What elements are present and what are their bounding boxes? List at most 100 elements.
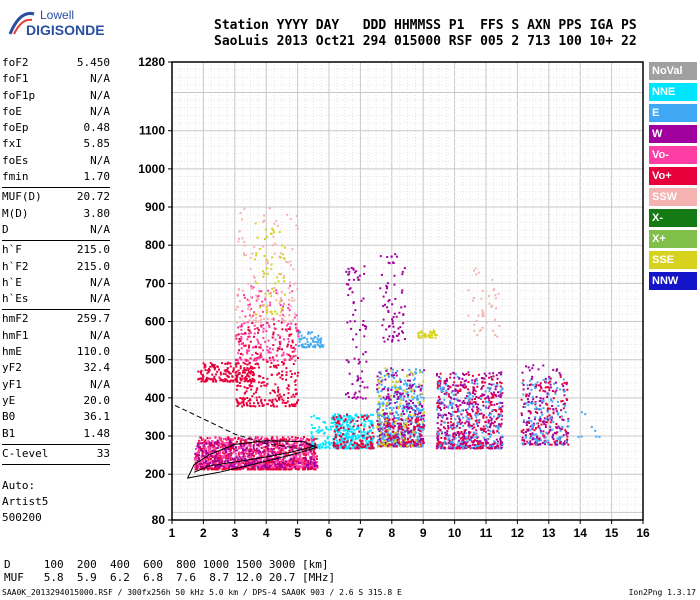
echo-point xyxy=(274,282,277,285)
echo-point xyxy=(280,256,283,259)
echo-point xyxy=(264,438,266,441)
echo-point xyxy=(313,414,316,417)
echo-point xyxy=(351,291,354,294)
echo-point xyxy=(241,401,244,403)
echo-point xyxy=(267,289,270,292)
echo-point xyxy=(264,450,267,453)
echo-point xyxy=(245,438,248,441)
echo-point xyxy=(226,367,229,370)
echo-point xyxy=(439,414,442,417)
echo-point xyxy=(456,391,459,394)
x-tick-label: 16 xyxy=(636,526,650,540)
echo-point xyxy=(197,445,200,448)
echo-point xyxy=(215,441,217,444)
param-row: foE N/A xyxy=(2,105,110,121)
echo-point xyxy=(409,413,412,416)
echo-point xyxy=(217,441,220,444)
echo-point xyxy=(211,468,214,471)
echo-point xyxy=(386,282,389,285)
echo-point xyxy=(489,416,492,419)
echo-point xyxy=(398,422,401,425)
echo-point xyxy=(383,413,386,416)
echo-point xyxy=(315,430,318,433)
echo-point xyxy=(437,437,440,440)
echo-point xyxy=(289,461,292,464)
echo-point xyxy=(419,393,422,396)
param-row: M(D) 3.80 xyxy=(2,207,110,223)
header-labels: Station YYYY DAY DDD HHMMSS P1 FFS S AXN… xyxy=(214,18,637,33)
echo-point xyxy=(493,420,496,423)
echo-point xyxy=(428,336,431,339)
echo-point xyxy=(224,370,227,373)
echo-point xyxy=(487,432,490,435)
echo-point xyxy=(399,405,401,408)
echo-point xyxy=(252,275,255,278)
echo-point xyxy=(257,436,260,439)
echo-point xyxy=(239,397,242,399)
echo-point xyxy=(396,431,399,434)
echo-point xyxy=(269,365,272,368)
echo-point xyxy=(244,371,246,374)
echo-point xyxy=(262,327,265,330)
echo-point xyxy=(353,444,356,446)
echo-point xyxy=(280,321,283,324)
echo-point xyxy=(376,390,379,393)
echo-point xyxy=(305,452,308,455)
echo-point xyxy=(277,334,280,337)
echo-point xyxy=(380,442,383,445)
echo-point xyxy=(353,396,356,399)
echo-point xyxy=(289,264,292,267)
echo-point xyxy=(300,334,303,337)
echo-point xyxy=(500,371,503,374)
echo-point xyxy=(341,423,344,426)
echo-point xyxy=(307,331,310,334)
echo-point xyxy=(304,343,307,345)
echo-point xyxy=(414,431,417,433)
echo-point xyxy=(384,303,386,306)
echo-point xyxy=(321,442,324,445)
echo-point xyxy=(273,452,276,455)
echo-point xyxy=(286,387,289,390)
echo-point xyxy=(285,466,287,469)
echo-point xyxy=(263,272,265,275)
echo-point xyxy=(411,396,414,398)
echo-point xyxy=(355,270,358,273)
echo-point xyxy=(246,403,248,406)
echo-point xyxy=(281,442,284,445)
echo-point xyxy=(292,347,295,349)
echo-point xyxy=(304,346,307,349)
echo-point xyxy=(383,414,386,417)
echo-point xyxy=(422,408,425,411)
echo-point xyxy=(418,440,421,443)
echo-point xyxy=(480,388,483,390)
echo-point xyxy=(281,313,284,316)
echo-point xyxy=(203,442,206,445)
echo-point xyxy=(223,456,226,459)
echo-point xyxy=(283,453,286,456)
echo-point xyxy=(239,365,242,368)
echo-point xyxy=(393,392,396,395)
echo-point xyxy=(437,380,440,383)
echo-point xyxy=(400,387,402,390)
echo-point xyxy=(261,270,264,273)
echo-point xyxy=(221,449,223,452)
echo-point xyxy=(244,315,247,318)
echo-point xyxy=(452,447,454,450)
echo-point xyxy=(490,446,493,449)
echo-point xyxy=(249,340,252,343)
echo-point xyxy=(221,465,224,468)
echo-point xyxy=(253,441,256,444)
echo-point xyxy=(395,389,398,392)
echo-point xyxy=(388,402,391,405)
echo-point xyxy=(299,440,302,442)
echo-point xyxy=(314,456,317,459)
echo-point xyxy=(482,377,485,380)
echo-point xyxy=(405,392,408,395)
echo-point xyxy=(266,468,269,471)
echo-point xyxy=(300,344,303,346)
echo-point xyxy=(248,454,251,457)
echo-point xyxy=(285,330,288,332)
echo-point xyxy=(278,398,281,401)
echo-point xyxy=(237,384,240,387)
echo-point xyxy=(247,304,250,307)
